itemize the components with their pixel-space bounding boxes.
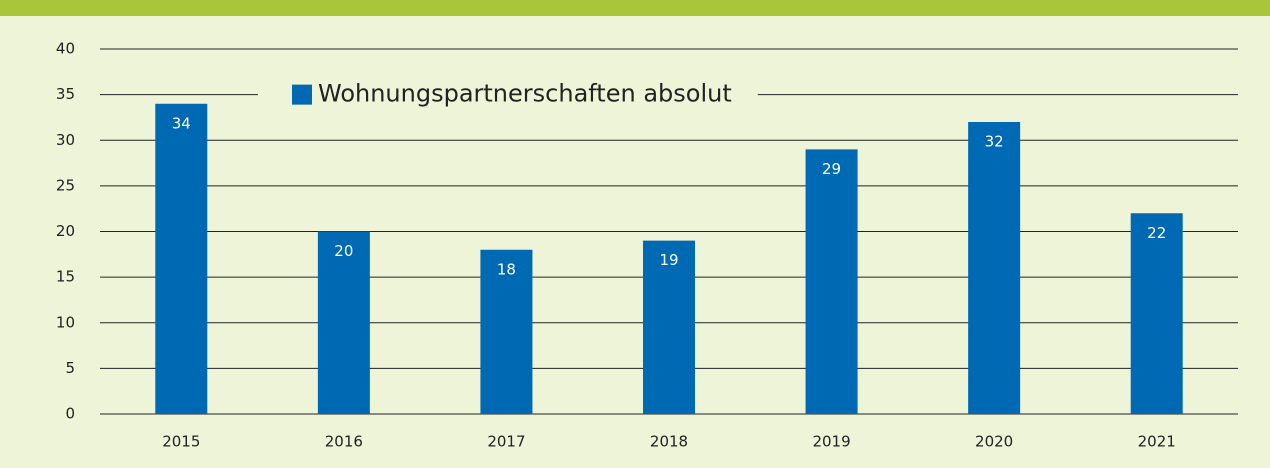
legend-swatch	[292, 84, 312, 105]
y-tick-label: 30	[56, 131, 75, 149]
x-tick-label: 2015	[162, 433, 200, 451]
bar	[968, 122, 1021, 414]
bar	[805, 149, 858, 414]
y-tick-label: 35	[56, 85, 75, 103]
value-label: 34	[172, 114, 191, 132]
value-label: 20	[334, 242, 353, 260]
x-tick-label: 2020	[975, 433, 1013, 451]
x-tick-label: 2016	[325, 433, 363, 451]
x-tick-label: 2017	[487, 433, 525, 451]
y-tick-label: 0	[65, 405, 75, 423]
value-label: 19	[659, 251, 678, 269]
y-tick-label: 10	[56, 313, 75, 331]
bar	[1130, 213, 1183, 414]
legend-label: Wohnungspartnerschaften absolut	[318, 80, 732, 108]
x-tick-label: 2018	[650, 433, 688, 451]
bar	[317, 231, 370, 414]
y-tick-label: 20	[56, 222, 75, 240]
y-tick-label: 15	[56, 268, 75, 286]
y-tick-label: 40	[56, 40, 75, 58]
bar	[643, 240, 695, 414]
legend-background	[258, 76, 758, 113]
top-band	[0, 0, 1270, 16]
bar	[480, 249, 533, 414]
bar	[155, 103, 208, 414]
y-tick-label: 5	[65, 359, 75, 377]
value-label: 18	[497, 260, 516, 278]
value-label: 32	[985, 133, 1004, 151]
x-tick-label: 2019	[812, 433, 850, 451]
value-label: 22	[1147, 224, 1166, 242]
x-tick-label: 2021	[1138, 433, 1176, 451]
value-label: 29	[822, 160, 841, 178]
y-tick-label: 25	[56, 176, 75, 194]
